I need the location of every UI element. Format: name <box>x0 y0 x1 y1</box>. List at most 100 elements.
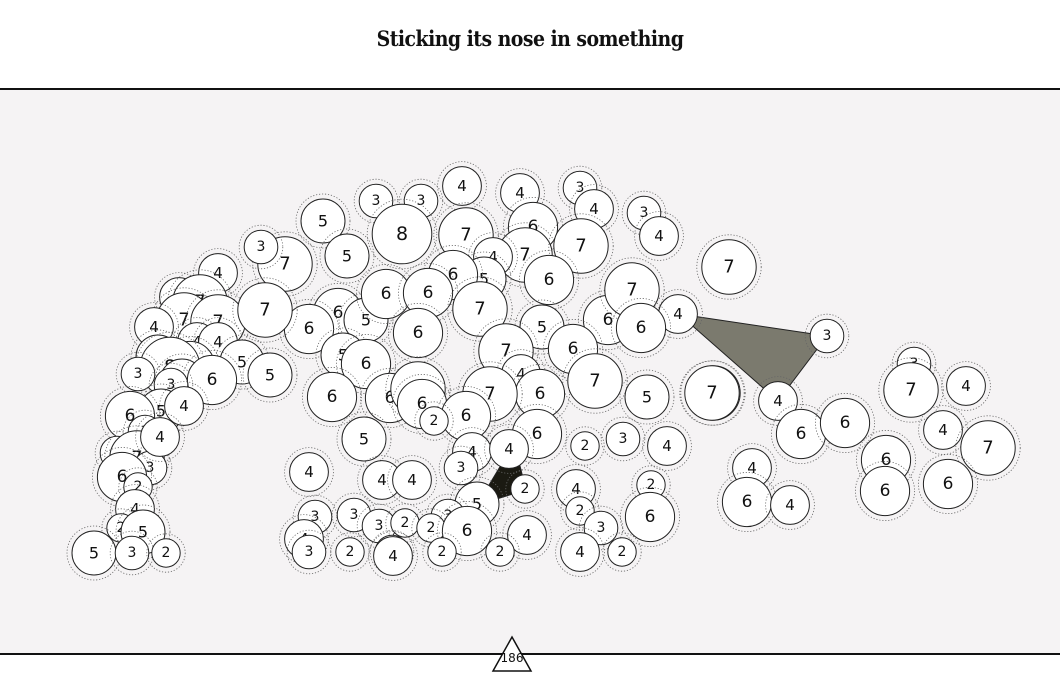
puzzle-bubble[interactable]: 4 <box>368 531 418 581</box>
puzzle-bubble[interactable]: 3 <box>804 313 850 359</box>
puzzle-bubble[interactable]: 7 <box>878 357 944 423</box>
puzzle-bubble[interactable]: 3 <box>115 351 161 397</box>
puzzle-bubble[interactable]: 6 <box>387 302 448 363</box>
puzzle-bubble[interactable]: 2 <box>602 532 642 572</box>
puzzle-bubble[interactable]: 5 <box>336 411 392 467</box>
bubble-label: 2 <box>618 544 627 560</box>
bubble-label: 4 <box>571 480 581 498</box>
puzzle-bubble[interactable]: 7 <box>562 348 628 414</box>
puzzle-bubble[interactable]: 4 <box>753 376 803 426</box>
bubble-label: 3 <box>311 509 320 525</box>
puzzle-bubble[interactable]: 2 <box>505 469 545 509</box>
bubble-circle <box>335 537 365 567</box>
bubble-label: 4 <box>654 227 664 245</box>
bubble-label: 5 <box>156 402 166 421</box>
puzzle-bubble[interactable]: 7 <box>447 276 513 342</box>
puzzle-bubble[interactable]: 2 <box>146 533 186 573</box>
puzzle-bubble[interactable]: 4 <box>941 361 991 411</box>
puzzle-bubble[interactable]: 3 <box>438 445 484 491</box>
bubble-halo <box>242 347 298 403</box>
bubble-label: 6 <box>881 450 892 470</box>
puzzle-bubble[interactable]: 6 <box>436 500 497 561</box>
puzzle-bubble[interactable]: 4 <box>135 412 185 462</box>
puzzle-bubble[interactable]: 6 <box>301 366 362 427</box>
bubble-label: 2 <box>576 503 585 519</box>
bubble-circle <box>373 536 413 576</box>
bubble-halo <box>146 533 186 573</box>
puzzle-bubble[interactable]: 4 <box>387 455 437 505</box>
puzzle-bubble[interactable]: 3 <box>238 224 284 270</box>
puzzle-bubble[interactable]: 4 <box>642 421 692 471</box>
bubble-label: 4 <box>467 443 477 461</box>
puzzle-bubble[interactable]: 4 <box>765 480 815 530</box>
puzzle-bubble[interactable]: 7 <box>679 360 745 426</box>
puzzle-bubble[interactable]: 7 <box>696 234 762 300</box>
bubble-halo <box>437 161 487 211</box>
puzzle-bubble[interactable]: 6 <box>918 453 979 514</box>
puzzle-bubble[interactable]: 4 <box>437 161 487 211</box>
bubble-halo <box>555 527 605 577</box>
bubble-label: 4 <box>575 543 585 561</box>
puzzle-bubble[interactable]: 4 <box>284 447 334 497</box>
bubble-label: 4 <box>213 264 223 282</box>
puzzle-bubble[interactable]: 6 <box>855 460 916 521</box>
puzzle-bubble[interactable]: 7 <box>548 213 614 279</box>
bubble-halo <box>335 333 396 394</box>
puzzle-bubble[interactable]: 3 <box>109 530 155 576</box>
puzzle-bubble[interactable]: 7 <box>955 415 1021 481</box>
puzzle-bubble[interactable]: 2 <box>422 532 462 572</box>
bubble-label: 4 <box>179 397 189 415</box>
bubble-label: 2 <box>430 413 439 429</box>
puzzle-bubble[interactable]: 4 <box>502 510 552 560</box>
bubble-circle <box>819 397 871 449</box>
puzzle-bubble[interactable]: 4 <box>159 381 209 431</box>
bubble-label: 2 <box>162 545 171 561</box>
puzzle-bubble[interactable]: 2 <box>565 426 605 466</box>
puzzle-title: Sticking its nose in something <box>376 26 684 51</box>
puzzle-bubble[interactable]: 5 <box>295 193 351 249</box>
bubble-halo <box>569 184 619 234</box>
puzzle-bubble[interactable]: 5 <box>242 347 298 403</box>
puzzle-bubble[interactable]: 3 <box>286 529 332 575</box>
puzzle-bubble[interactable]: 3 <box>578 505 624 551</box>
bubble-circle <box>507 515 547 555</box>
puzzle-bubble[interactable]: 7 <box>232 277 298 343</box>
footer-divider <box>0 653 1060 655</box>
puzzle-bubble[interactable]: 6 <box>815 392 876 453</box>
bubble-halo <box>941 361 991 411</box>
bubble-halo <box>278 298 339 359</box>
puzzle-bubble[interactable]: 5 <box>619 369 675 425</box>
bubble-label: 5 <box>265 366 275 385</box>
puzzle-bubble[interactable]: 8 <box>366 198 438 270</box>
puzzle-bubble[interactable]: 2 <box>414 401 454 441</box>
puzzle-bubble[interactable]: 4 <box>918 405 968 455</box>
bubble-halo <box>599 257 665 323</box>
puzzle-bubble[interactable]: 4 <box>555 527 605 577</box>
bubble-label: 4 <box>213 333 223 351</box>
puzzle-bubble[interactable]: 6 <box>181 349 242 410</box>
puzzle-bubble[interactable]: 6 <box>620 486 681 547</box>
bubble-label: 5 <box>359 430 369 449</box>
puzzle-bubble[interactable]: 3 <box>600 416 646 462</box>
bubble-label: 5 <box>642 388 652 407</box>
bubble-label: 7 <box>474 299 485 320</box>
bubble-halo <box>696 234 762 300</box>
puzzle-bubble[interactable]: 5 <box>319 228 375 284</box>
bubble-label: 6 <box>462 521 473 541</box>
puzzle-bubble[interactable]: 5 <box>66 525 122 581</box>
bubble-halo <box>193 248 243 298</box>
puzzle-bubble[interactable]: 2 <box>330 532 370 572</box>
puzzle-bubble[interactable]: 4 <box>634 211 684 261</box>
bubble-halo <box>92 446 153 507</box>
bubble-halo <box>414 401 454 441</box>
puzzle-bubble[interactable]: 6 <box>717 471 778 532</box>
bubble-label: 2 <box>496 544 505 560</box>
puzzle-bubble[interactable]: 6 <box>519 249 580 310</box>
puzzle-bubble[interactable]: 2 <box>480 532 520 572</box>
bubble-label: 4 <box>388 547 398 565</box>
puzzle-bubble[interactable]: 4 <box>484 424 534 474</box>
bubble-halo <box>279 514 329 564</box>
bubble-halo <box>118 467 158 507</box>
puzzle-bubble[interactable]: 6 <box>611 297 672 358</box>
